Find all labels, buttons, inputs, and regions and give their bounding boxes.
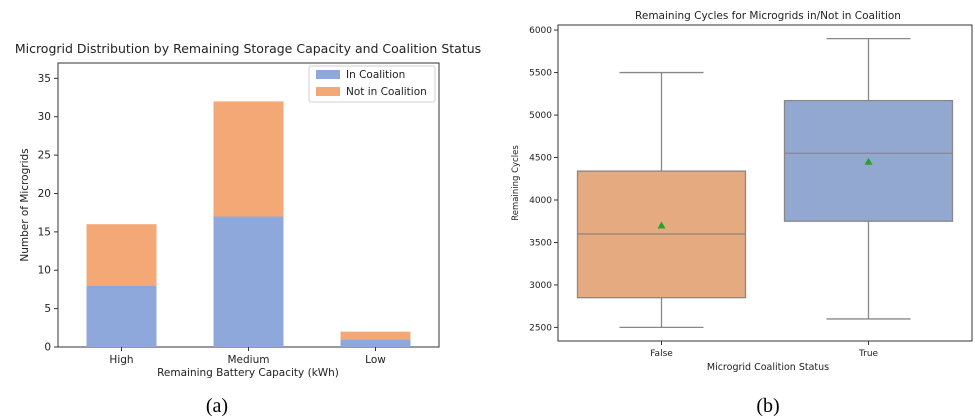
chart-b: Remaining Cycles for Microgrids in/Not i… bbox=[511, 10, 973, 417]
bar-in-coalition bbox=[86, 285, 157, 347]
y-tick-label: 10 bbox=[38, 265, 51, 277]
y-tick-label: 3500 bbox=[529, 238, 552, 248]
y-tick-label: 5000 bbox=[529, 111, 552, 121]
legend-label-in-coalition: In Coalition bbox=[346, 69, 405, 81]
legend-swatch-in-coalition bbox=[316, 70, 340, 79]
mean-marker bbox=[657, 221, 666, 229]
bar-not-in-coalition bbox=[213, 101, 284, 217]
x-tick-label: Medium bbox=[228, 354, 270, 366]
y-tick-label: 30 bbox=[38, 111, 51, 123]
x-tick-label: False bbox=[650, 349, 673, 359]
chart-b-y-label: Remaining Cycles bbox=[511, 145, 521, 221]
legend-label-not-in-coalition: Not in Coalition bbox=[346, 86, 427, 98]
chart-a-x-ticks: High Medium Low bbox=[109, 347, 386, 366]
chart-b-x-ticks: False True bbox=[650, 341, 879, 359]
chart-b-title: Remaining Cycles for Microgrids in/Not i… bbox=[635, 10, 901, 22]
x-tick-label: High bbox=[109, 354, 133, 366]
legend-box bbox=[308, 65, 436, 103]
y-tick-label: 4000 bbox=[529, 196, 552, 206]
mean-marker bbox=[864, 157, 873, 165]
chart-a-y-label: Number of Microgrids bbox=[19, 148, 31, 261]
chart-a-legend: In Coalition Not in Coalition bbox=[308, 65, 436, 103]
y-tick-label: 6000 bbox=[529, 26, 552, 36]
y-tick-label: 20 bbox=[38, 188, 51, 200]
x-tick-label: Low bbox=[365, 354, 386, 366]
legend-swatch-not-in-coalition bbox=[316, 87, 340, 96]
y-tick-label: 3000 bbox=[529, 281, 552, 291]
box-false bbox=[576, 71, 747, 329]
x-tick-label: True bbox=[858, 349, 879, 359]
chart-a-caption: (a) bbox=[206, 395, 228, 417]
chart-a-x-label: Remaining Battery Capacity (kWh) bbox=[157, 367, 339, 379]
y-tick-label: 2500 bbox=[529, 323, 552, 333]
chart-b-caption: (b) bbox=[756, 395, 779, 417]
y-tick-label: 5 bbox=[44, 303, 51, 315]
bar-not-in-coalition bbox=[86, 224, 157, 286]
y-tick-label: 4500 bbox=[529, 154, 552, 164]
chart-b-boxes bbox=[576, 37, 954, 329]
y-tick-label: 35 bbox=[38, 73, 51, 85]
chart-a: Microgrid Distribution by Remaining Stor… bbox=[15, 41, 481, 417]
chart-a-y-ticks: 0 5 10 15 20 25 30 35 bbox=[38, 73, 58, 354]
chart-b-x-label: Microgrid Coalition Status bbox=[707, 362, 829, 373]
bar-in-coalition bbox=[213, 216, 284, 347]
box-true bbox=[783, 37, 954, 320]
bar-not-in-coalition bbox=[340, 331, 411, 340]
chart-b-y-ticks: 2500 3000 3500 4000 4500 5000 5500 6000 bbox=[529, 26, 558, 333]
y-tick-label: 15 bbox=[38, 226, 51, 238]
bar-in-coalition bbox=[340, 339, 411, 347]
y-tick-label: 5500 bbox=[529, 69, 552, 79]
chart-a-title: Microgrid Distribution by Remaining Stor… bbox=[15, 41, 481, 56]
y-tick-label: 0 bbox=[44, 342, 51, 354]
chart-a-bars bbox=[86, 101, 411, 347]
y-tick-label: 25 bbox=[38, 150, 51, 162]
